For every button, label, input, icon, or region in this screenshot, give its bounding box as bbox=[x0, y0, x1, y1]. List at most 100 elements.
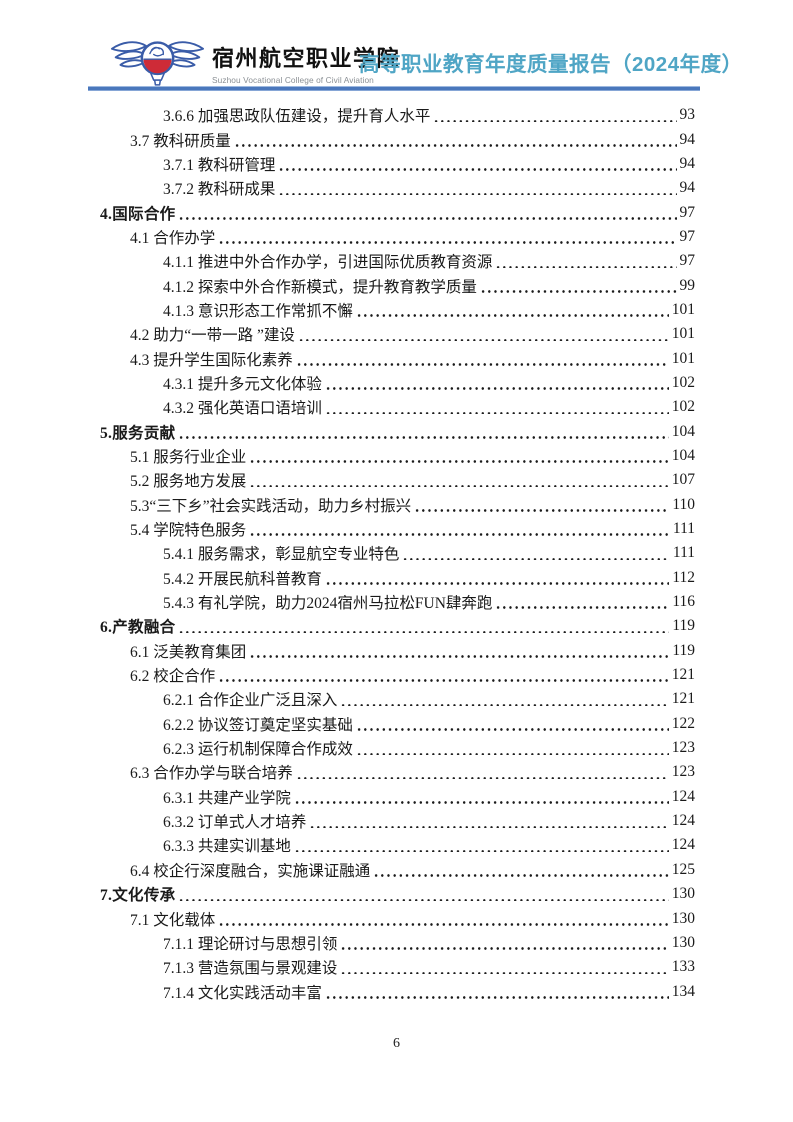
toc-entry: 6.1 泛美教育集团 119 bbox=[100, 639, 695, 663]
toc-entry: 6.2.3 运行机制保障合作成效 123 bbox=[100, 736, 695, 760]
toc-entry-label: 6.1 泛美教育集团 bbox=[130, 643, 247, 661]
toc-entry-label: 5.3“三下乡”社会实践活动，助力乡村振兴 bbox=[130, 497, 412, 515]
toc-entry-label: 5.4.2 开展民航科普教育 bbox=[163, 570, 322, 588]
toc-entry-page: 102 bbox=[671, 398, 695, 416]
toc-entry: 4.1 合作办学 97 bbox=[100, 225, 695, 249]
toc-entry-page: 94 bbox=[679, 179, 696, 197]
toc-entry: 3.6.6 加强思政队伍建设，提升育人水平 93 bbox=[100, 103, 695, 127]
dot-leader bbox=[355, 741, 669, 756]
toc-entry-page: 130 bbox=[671, 933, 695, 951]
toc-entry-label: 5.2 服务地方发展 bbox=[130, 473, 247, 491]
toc-entry-page: 121 bbox=[671, 666, 695, 684]
dot-leader bbox=[249, 473, 669, 488]
toc-entry-page: 93 bbox=[679, 106, 696, 124]
toc-entry: 5.2 服务地方发展 107 bbox=[100, 468, 695, 492]
toc-entry-label: 4.1.1 推进中外合作办学，引进国际优质教育资源 bbox=[163, 254, 493, 272]
toc-entry-label: 7.文化传承 bbox=[100, 887, 176, 905]
toc-entry: 3.7 教科研质量 94 bbox=[100, 127, 695, 151]
toc-entry-page: 119 bbox=[672, 617, 695, 635]
dot-leader bbox=[355, 716, 669, 731]
toc-entry: 6.2 校企合作 121 bbox=[100, 663, 695, 687]
toc-entry: 7.1.4 文化实践活动丰富 134 bbox=[100, 979, 695, 1003]
dot-leader bbox=[324, 984, 669, 999]
toc-entry-page: 130 bbox=[671, 909, 695, 927]
toc-entry-label: 4.3.1 提升多元文化体验 bbox=[163, 375, 322, 393]
toc-entry-label: 7.1.1 理论研讨与思想引领 bbox=[163, 935, 338, 953]
toc-entry: 3.7.1 教科研管理 94 bbox=[100, 152, 695, 176]
toc-entry-page: 97 bbox=[679, 252, 696, 270]
toc-entry-page: 130 bbox=[671, 885, 695, 903]
toc-entry: 5.4.2 开展民航科普教育 112 bbox=[100, 566, 695, 590]
college-logo bbox=[110, 33, 205, 98]
toc-entry: 4.3 提升学生国际化素养 101 bbox=[100, 346, 695, 370]
toc-entry-page: 112 bbox=[672, 568, 695, 586]
toc-entry-page: 101 bbox=[671, 325, 695, 343]
toc-entry: 6.3 合作办学与联合培养 123 bbox=[100, 760, 695, 784]
toc-entry-label: 6.3.2 订单式人才培养 bbox=[163, 814, 307, 832]
toc-entry-page: 94 bbox=[679, 154, 696, 172]
dot-leader bbox=[233, 132, 677, 147]
toc-entry-label: 5.服务贡献 bbox=[100, 424, 176, 442]
toc-entry-page: 94 bbox=[679, 130, 696, 148]
toc-entry-page: 133 bbox=[671, 958, 695, 976]
dot-leader bbox=[340, 692, 669, 707]
toc-entry-page: 121 bbox=[671, 690, 695, 708]
dot-leader bbox=[373, 862, 669, 877]
dot-leader bbox=[340, 960, 669, 975]
toc-entry-label: 4.1.2 探索中外合作新模式，提升教育教学质量 bbox=[163, 278, 477, 296]
toc-entry-label: 5.4 学院特色服务 bbox=[130, 522, 247, 540]
toc-entry: 4.国际合作 97 bbox=[100, 200, 695, 224]
toc-entry: 5.4.3 有礼学院，助力2024宿州马拉松FUN肆奔跑 116 bbox=[100, 590, 695, 614]
toc-entry-label: 4.国际合作 bbox=[100, 205, 176, 223]
dot-leader bbox=[495, 595, 670, 610]
toc-entry: 4.3.2 强化英语口语培训 102 bbox=[100, 395, 695, 419]
toc-entry-page: 97 bbox=[679, 227, 696, 245]
toc-entry: 4.1.1 推进中外合作办学，引进国际优质教育资源 97 bbox=[100, 249, 695, 273]
toc-entry: 6.2.1 合作企业广泛且深入 121 bbox=[100, 687, 695, 711]
toc-entry-label: 5.4.1 服务需求，彰显航空专业特色 bbox=[163, 546, 400, 564]
dot-leader bbox=[178, 619, 670, 634]
toc-entry-page: 104 bbox=[671, 446, 695, 464]
toc-entry: 6.2.2 协议签订奠定坚实基础 122 bbox=[100, 712, 695, 736]
toc-entry-page: 101 bbox=[671, 349, 695, 367]
toc-entry: 6.3.3 共建实训基地 124 bbox=[100, 833, 695, 857]
toc-entry-page: 119 bbox=[672, 641, 695, 659]
toc-entry-page: 97 bbox=[679, 203, 696, 221]
dot-leader bbox=[249, 448, 669, 463]
toc-entry-label: 4.3 提升学生国际化素养 bbox=[130, 351, 293, 369]
toc-entry-label: 7.1.4 文化实践活动丰富 bbox=[163, 984, 322, 1002]
dot-leader bbox=[178, 887, 669, 902]
dot-leader bbox=[295, 765, 669, 780]
toc-entry: 7.文化传承 130 bbox=[100, 882, 695, 906]
toc-entry-label: 6.4 校企行深度融合，实施课证融通 bbox=[130, 862, 371, 880]
toc-entry: 5.1 服务行业企业 104 bbox=[100, 444, 695, 468]
toc-entry: 7.1.1 理论研讨与思想引领 130 bbox=[100, 931, 695, 955]
dot-leader bbox=[402, 546, 670, 561]
footer-page-number: 6 bbox=[393, 1036, 400, 1051]
toc-entry: 5.服务贡献 104 bbox=[100, 419, 695, 443]
dot-leader bbox=[324, 400, 669, 415]
dot-leader bbox=[178, 424, 669, 439]
dot-leader bbox=[433, 108, 677, 123]
toc-entry-page: 102 bbox=[671, 373, 695, 391]
toc-entry-page: 122 bbox=[671, 714, 695, 732]
dot-leader bbox=[297, 327, 669, 342]
dot-leader bbox=[293, 838, 669, 853]
toc-entry-label: 6.2.3 运行机制保障合作成效 bbox=[163, 741, 353, 759]
toc-entry-label: 7.1 文化载体 bbox=[130, 911, 216, 929]
toc-entry: 5.4.1 服务需求，彰显航空专业特色 111 bbox=[100, 541, 695, 565]
toc-entry-page: 123 bbox=[671, 763, 695, 781]
toc-entry: 6.产教融合 119 bbox=[100, 614, 695, 638]
toc-entry-label: 3.7.1 教科研管理 bbox=[163, 156, 276, 174]
toc-entry-page: 104 bbox=[671, 422, 695, 440]
toc-entry-page: 124 bbox=[671, 812, 695, 830]
toc-entry-page: 101 bbox=[671, 300, 695, 318]
dot-leader bbox=[218, 668, 669, 683]
toc-entry-label: 6.3.3 共建实训基地 bbox=[163, 838, 291, 856]
toc-entry: 5.4 学院特色服务 111 bbox=[100, 517, 695, 541]
dot-leader bbox=[324, 570, 670, 585]
toc-entry-label: 3.7 教科研质量 bbox=[130, 132, 231, 150]
toc-entry: 7.1.3 营造氛围与景观建设 133 bbox=[100, 955, 695, 979]
toc-entry-page: 123 bbox=[671, 739, 695, 757]
toc-entry-page: 124 bbox=[671, 787, 695, 805]
